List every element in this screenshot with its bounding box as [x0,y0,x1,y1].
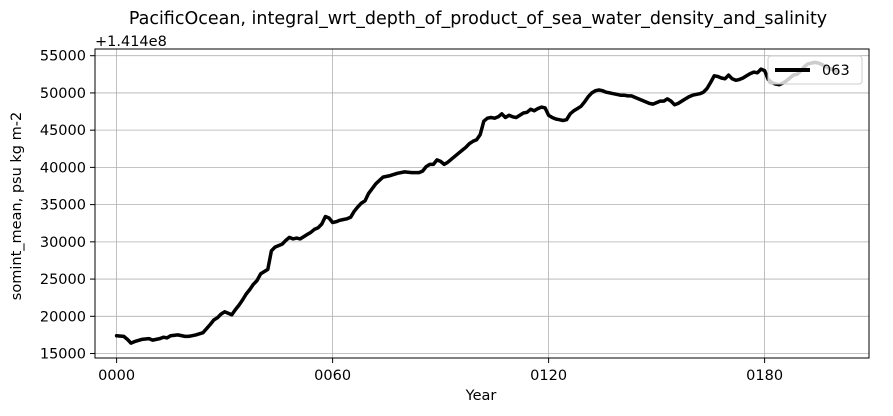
grid [95,49,869,358]
series-line-063 [114,60,839,345]
x-tick-label: 0060 [314,368,351,384]
x-tick-label: 0000 [98,368,135,384]
y-tick-label: 20000 [40,309,86,325]
legend-label-063: 063 [822,63,850,79]
x-axis-label: Year [465,388,497,404]
plot-area [94,48,870,359]
y-tick-label: 25000 [40,272,86,288]
y-tick-label: 15000 [40,347,86,363]
x-axis-ticks: 0000 0060 0120 0180 [98,358,783,384]
y-axis-ticks: 15000 20000 25000 30000 35000 40000 45000 50000… [40,49,95,363]
y-tick-label: 50000 [40,86,86,102]
y-tick-label: 30000 [40,235,86,251]
y-tick-label: 40000 [40,160,86,176]
y-offset-label: +1.414e8 [95,34,167,50]
y-tick-label: 45000 [40,123,86,139]
y-axis-label: somint_mean, psu kg m-2 [9,112,25,300]
y-tick-label: 55000 [40,49,86,65]
chart-title: PacificOcean, integral_wrt_depth_of_prod… [129,9,827,29]
legend-box [767,55,863,85]
legend: 063 [767,55,863,85]
y-tick-label: 35000 [40,198,86,214]
x-tick-label: 0180 [746,368,783,384]
series-lines [114,60,839,345]
x-tick-label: 0120 [530,368,567,384]
